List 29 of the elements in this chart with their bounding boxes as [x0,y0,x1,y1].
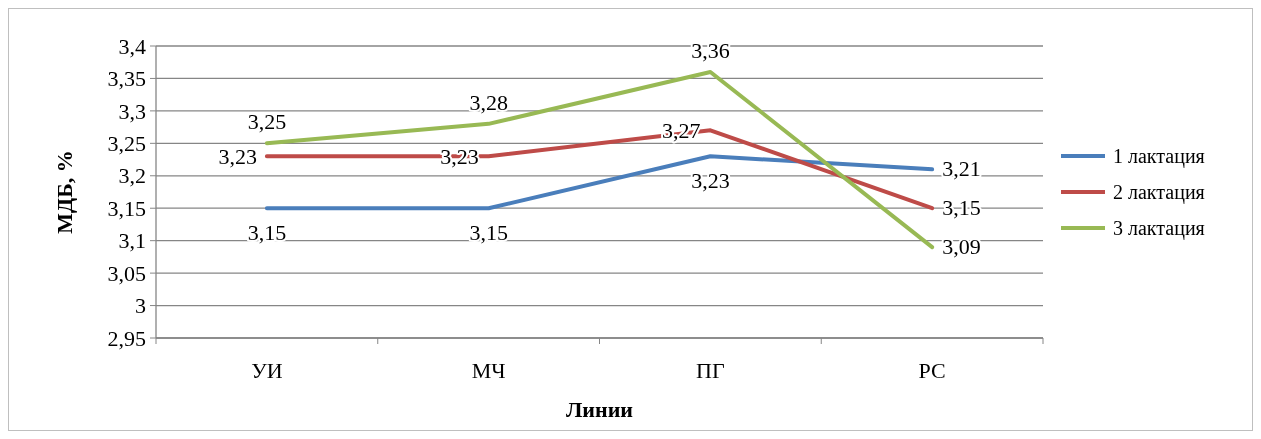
data-label: 3,15 [469,220,508,246]
data-label: 3,25 [247,109,287,135]
data-label: 3,23 [218,144,257,170]
y-tick-label: 2,95 [107,325,146,351]
y-tick-label: 3,3 [118,98,146,124]
y-tick-label: 3,25 [107,131,146,157]
y-tick-label: 3 [135,293,146,319]
data-label: 3,15 [942,195,981,221]
data-label: 3,23 [691,168,730,194]
data-label: 3,28 [469,89,508,115]
y-tick-label: 3,2 [118,163,146,189]
data-label: 3,09 [942,234,981,260]
y-tick-label: 3,4 [118,33,146,59]
data-label: 3,15 [247,220,287,246]
x-tick-label: МЧ [471,358,506,383]
y-tick-label: 3,15 [107,195,146,221]
x-tick-label: РС [918,358,946,383]
data-label: 3,36 [691,37,730,63]
data-label: 3,21 [942,156,981,182]
y-tick-label: 3,05 [107,260,146,286]
x-tick-label: УИ [251,358,283,383]
legend-label: 1 лактация [1113,145,1205,168]
y-tick-label: 3,35 [107,66,146,92]
y-tick-label: 3,1 [118,228,146,254]
y-axis-title: МДБ, % [52,150,77,234]
legend-label: 3 лактация [1113,217,1205,240]
legend-label: 2 лактация [1113,181,1205,204]
x-tick-label: ПГ [696,358,725,383]
x-axis-title: Линии [565,397,634,422]
